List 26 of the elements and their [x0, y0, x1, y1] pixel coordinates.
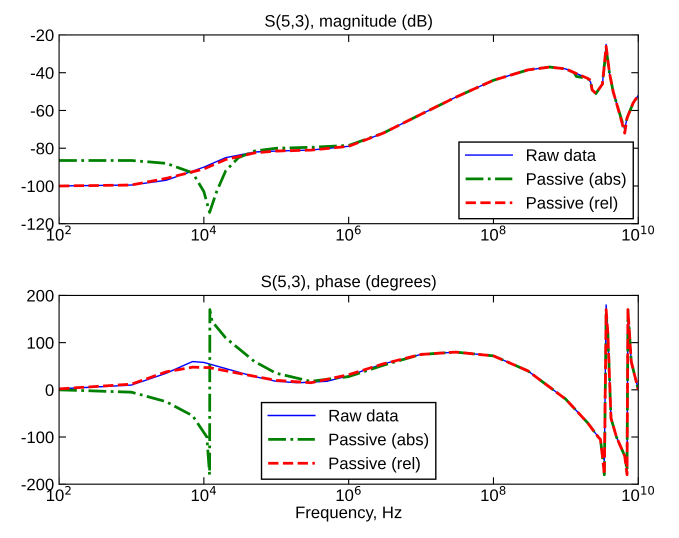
x-tick-label: 10$^{8}$ [481, 225, 506, 241]
x-tick-label: 10$^{6}$ [336, 486, 361, 502]
y-tick-label: 0 [46, 384, 54, 396]
y-tick-label: -100 [22, 431, 54, 444]
x-tick-label: 10$^{4}$ [192, 486, 216, 502]
y-tick-label: -20 [30, 29, 54, 42]
legend-label: Passive (abs) [330, 433, 428, 449]
legend-label: Passive (abs) [527, 172, 626, 188]
y-tick-label: -60 [30, 104, 54, 117]
y-tick-label: 200 [27, 290, 54, 302]
x-tick-label: 10$^{10}$ [622, 486, 654, 502]
x-tick-label: 10$^{8}$ [481, 486, 506, 502]
legend-label: Raw data [330, 409, 399, 422]
x-tick-label: 10$^{4}$ [192, 226, 216, 241]
x-axis-title: Frequency, Hz [296, 506, 402, 522]
chart-title: S(5,3), magnitude (dB) [265, 14, 432, 30]
y-tick-label: -80 [30, 142, 54, 154]
x-tick-label: 10$^{10}$ [622, 225, 654, 241]
x-tick-label: 10$^{6}$ [336, 225, 361, 241]
legend-label: Passive (rel) [330, 456, 420, 473]
chart-title: S(5,3), phase (degrees) [261, 275, 436, 291]
legend-label: Passive (rel) [527, 196, 618, 212]
y-tick-label: -100 [22, 180, 54, 192]
y-tick-label: 100 [28, 337, 54, 349]
y-tick-label: -40 [30, 67, 54, 79]
legend-label: Raw data [527, 148, 596, 162]
